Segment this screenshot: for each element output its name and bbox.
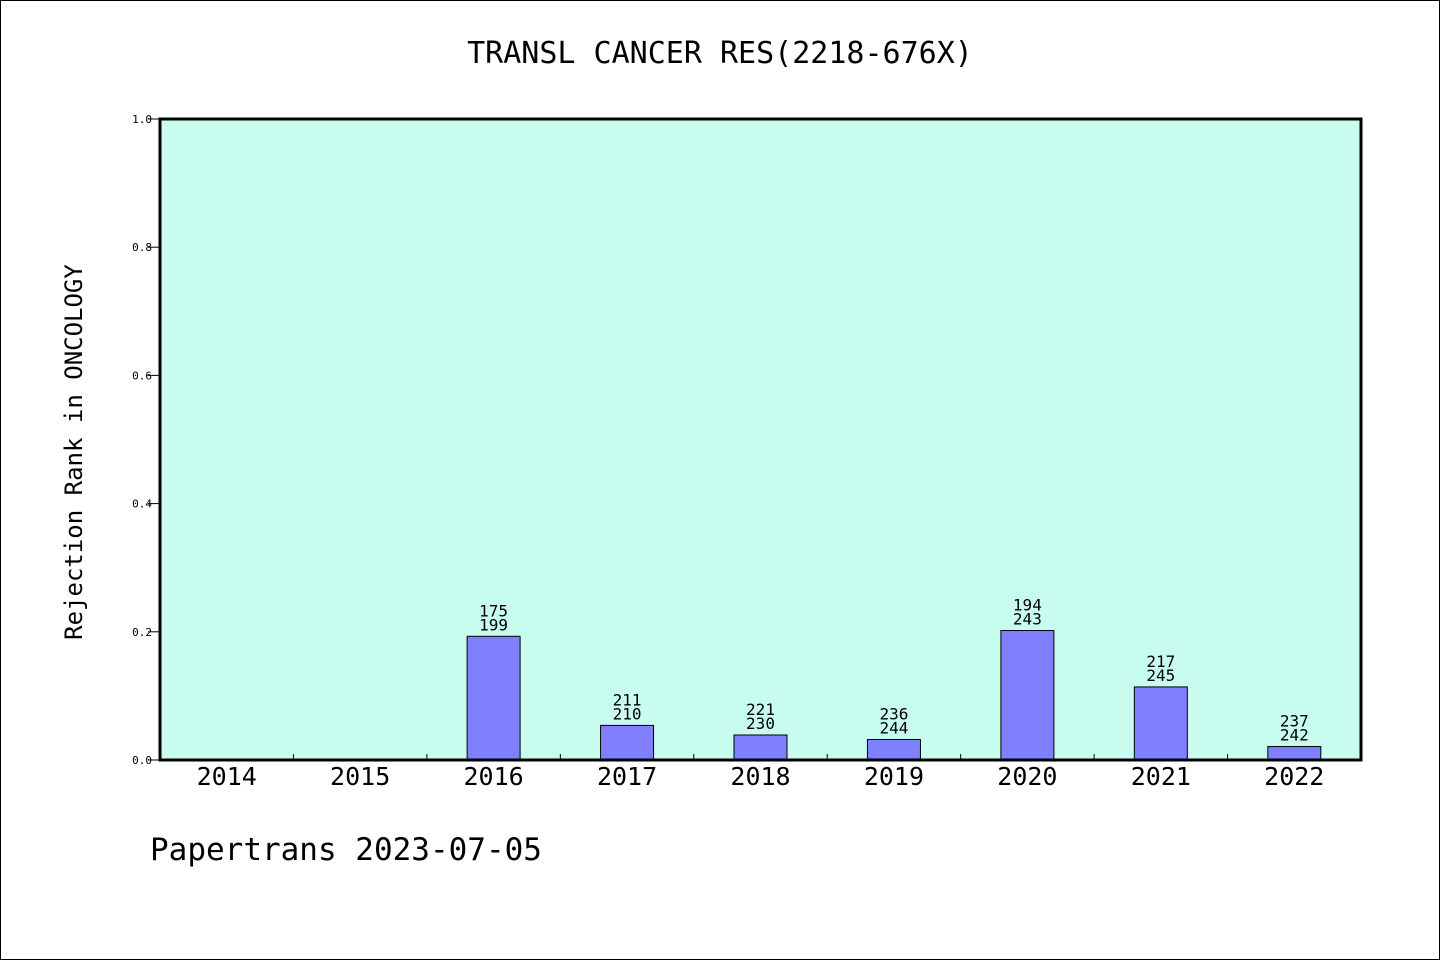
bar-label-top-2021: 217 xyxy=(1146,652,1175,671)
bar-label-bottom-2016: 199 xyxy=(479,615,508,634)
plot-area xyxy=(160,119,1361,760)
bar-2018 xyxy=(733,734,788,761)
x-category-label-2021: 2021 xyxy=(1131,762,1191,791)
y-tick-label: 0.4 xyxy=(132,498,152,511)
bar-label-top-2022: 237 xyxy=(1280,712,1309,731)
bar-2020 xyxy=(1000,630,1055,761)
bar-label-top-2018: 221 xyxy=(746,700,775,719)
y-tick-label: 0.6 xyxy=(132,369,152,382)
x-category-label-2018: 2018 xyxy=(730,762,790,791)
y-tick-label: 1.0 xyxy=(132,113,152,126)
bar-label-top-2019: 236 xyxy=(879,704,908,723)
bar-label-bottom-2022: 242 xyxy=(1280,726,1309,745)
bar-2016 xyxy=(466,635,521,761)
bar-2021 xyxy=(1133,686,1188,761)
bar-label-bottom-2018: 230 xyxy=(746,714,775,733)
bar-2022 xyxy=(1267,746,1322,761)
chart-title: TRANSL CANCER RES(2218-676X) xyxy=(467,36,973,71)
bar-label-bottom-2021: 245 xyxy=(1146,666,1175,685)
bar-label-bottom-2020: 243 xyxy=(1013,610,1042,629)
x-category-label-2017: 2017 xyxy=(597,762,657,791)
bar-label-bottom-2017: 210 xyxy=(613,704,642,723)
bar-label-bottom-2019: 244 xyxy=(879,718,908,737)
bar-2019 xyxy=(866,738,921,761)
x-category-label-2014: 2014 xyxy=(197,762,257,791)
x-category-label-2015: 2015 xyxy=(330,762,390,791)
bar-label-top-2017: 211 xyxy=(613,690,642,709)
y-tick-label: 0.0 xyxy=(132,754,152,767)
plot-border xyxy=(158,117,1363,762)
y-tick-label: 0.2 xyxy=(132,626,152,639)
bar-2017 xyxy=(600,724,655,761)
bar-label-top-2016: 175 xyxy=(479,601,508,620)
footer-note: Papertrans 2023-07-05 xyxy=(150,832,542,868)
x-category-label-2022: 2022 xyxy=(1264,762,1324,791)
x-category-label-2020: 2020 xyxy=(997,762,1057,791)
y-tick-label: 0.8 xyxy=(132,241,152,254)
bar-label-top-2020: 194 xyxy=(1013,596,1042,615)
x-category-label-2016: 2016 xyxy=(464,762,524,791)
x-category-label-2019: 2019 xyxy=(864,762,924,791)
